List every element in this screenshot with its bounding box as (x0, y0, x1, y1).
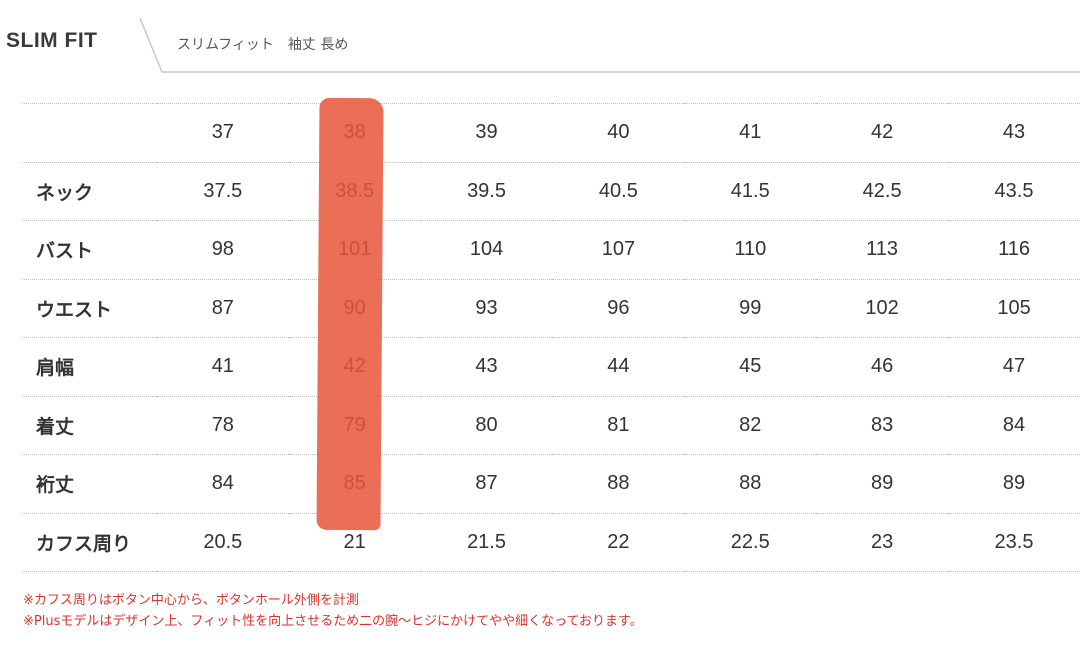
table-cell: 21 (288, 512, 421, 572)
table-cell: 23 (816, 512, 949, 572)
size-header-cell: 42 (816, 103, 949, 162)
table-cell: 42.5 (816, 161, 949, 221)
row-label: 裄丈 (22, 454, 157, 513)
table-cell: 98 (156, 220, 289, 279)
table-cell: 99 (684, 278, 817, 338)
table-cell: 22 (552, 512, 685, 572)
table-row: バスト 98 101 104 107 110 113 116 (22, 220, 1080, 279)
table-cell: 89 (816, 454, 949, 513)
table-cell: 101 (288, 220, 421, 279)
row-label: バスト (22, 220, 157, 279)
note-line: ※Plusモデルはデザイン上、フィット性を向上させるため二の腕〜ヒジにかけてやや… (23, 614, 643, 629)
table-cell: 42 (288, 337, 421, 396)
table-cell: 80 (420, 395, 553, 455)
size-header-cell: 37 (156, 103, 289, 162)
table-row: 着丈 78 79 80 81 82 83 84 (22, 395, 1080, 455)
table-cell: 116 (948, 220, 1080, 279)
table-cell: 47 (948, 337, 1080, 396)
table-cell: 93 (420, 278, 553, 338)
size-header-cell: 43 (948, 103, 1080, 162)
table-row: ウエスト 87 90 93 96 99 102 105 (22, 278, 1080, 338)
table-cell: 41 (156, 337, 289, 396)
size-header-cell: 39 (420, 103, 553, 162)
table-cell: 96 (552, 278, 685, 338)
table-cell: 43.5 (948, 161, 1080, 221)
table-cell: 105 (948, 278, 1080, 338)
table-cell: 38.5 (288, 161, 421, 221)
table-cell: 46 (816, 337, 949, 396)
table-cell: 23.5 (948, 512, 1080, 572)
table-cell: 102 (816, 278, 949, 338)
table-cell: 84 (156, 454, 289, 513)
table-cell: 110 (684, 220, 817, 279)
row-label: カフス周り (22, 512, 157, 572)
table-cell: 78 (156, 395, 289, 455)
size-table: 37 38 39 40 41 42 43 ネック 37.5 38.5 39.5 … (22, 103, 1080, 572)
table-cell: 41.5 (684, 161, 817, 221)
table-cell: 44 (552, 337, 685, 396)
table-row: カフス周り 20.5 21 21.5 22 22.5 23 23.5 (22, 512, 1080, 572)
table-cell: 21.5 (420, 512, 553, 572)
fit-subtitle: スリムフィット 袖丈 長め (177, 37, 349, 53)
table-cell: 40.5 (552, 161, 685, 221)
row-label: 着丈 (22, 395, 157, 455)
table-cell: 89 (948, 454, 1080, 513)
table-cell: 90 (288, 278, 421, 338)
table-cell: 20.5 (156, 512, 289, 572)
table-row: ネック 37.5 38.5 39.5 40.5 41.5 42.5 43.5 (22, 161, 1080, 221)
header-divider (139, 17, 1080, 73)
size-header-cell: 41 (684, 103, 817, 162)
note-line: ※カフス周りはボタン中心から、ボタンホール外側を計測 (23, 593, 359, 608)
row-label: ネック (22, 161, 157, 221)
size-chart-header: SLIM FIT スリムフィット 袖丈 長め (0, 0, 1080, 75)
table-cell: 107 (552, 220, 685, 279)
measurement-notes: ※カフス周りはボタン中心から、ボタンホール外側を計測 ※Plusモデルはデザイン… (23, 590, 643, 632)
row-label: 肩幅 (22, 337, 157, 396)
table-cell: 81 (552, 395, 685, 455)
table-cell: 87 (420, 454, 553, 513)
table-cell: 22.5 (684, 512, 817, 572)
table-cell: 45 (684, 337, 817, 396)
size-header-row: 37 38 39 40 41 42 43 (22, 103, 1080, 162)
table-row: 裄丈 84 85 87 88 88 89 89 (22, 454, 1080, 513)
table-cell: 79 (288, 395, 421, 455)
table-cell: 88 (552, 454, 685, 513)
table-cell: 83 (816, 395, 949, 455)
table-cell: 85 (288, 454, 421, 513)
table-cell: 104 (420, 220, 553, 279)
table-cell: 84 (948, 395, 1080, 455)
corner-cell (22, 103, 157, 162)
size-header-cell: 40 (552, 103, 685, 162)
table-cell: 82 (684, 395, 817, 455)
table-row: 肩幅 41 42 43 44 45 46 47 (22, 337, 1080, 396)
table-cell: 87 (156, 278, 289, 338)
row-label: ウエスト (22, 278, 157, 338)
size-header-cell: 38 (288, 103, 421, 162)
table-cell: 39.5 (420, 161, 553, 221)
table-cell: 43 (420, 337, 553, 396)
table-cell: 88 (684, 454, 817, 513)
table-cell: 37.5 (156, 161, 289, 221)
table-cell: 113 (816, 220, 949, 279)
fit-title: SLIM FIT (6, 29, 98, 52)
